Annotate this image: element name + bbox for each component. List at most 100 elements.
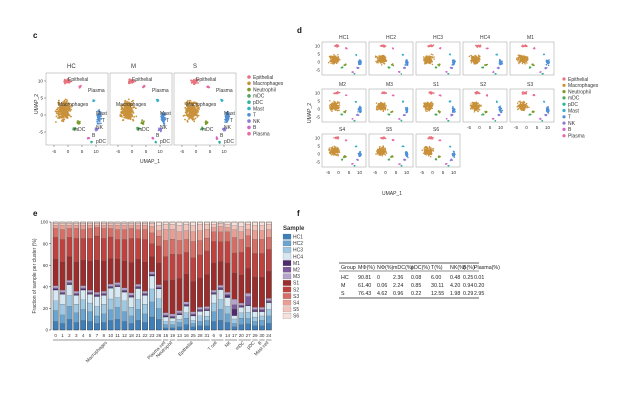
bar-segment-m1 bbox=[114, 285, 121, 287]
bar-segment-s4 bbox=[176, 231, 183, 241]
umap-point-neutrophil bbox=[205, 122, 208, 125]
umap-point-t bbox=[454, 60, 456, 62]
bar-segment-m3 bbox=[101, 291, 107, 294]
bar-segment-s1 bbox=[149, 256, 155, 272]
umap-point-macrophages bbox=[476, 108, 478, 110]
bar-segment-s4 bbox=[87, 225, 93, 229]
umap-point-t bbox=[162, 120, 164, 123]
bar-segment-m3 bbox=[197, 307, 203, 310]
bar-segment-s3 bbox=[217, 231, 224, 242]
bar-segment-s2 bbox=[176, 254, 183, 279]
umap-point-t bbox=[96, 114, 99, 116]
umap-point-b bbox=[86, 137, 89, 140]
umap-point-t bbox=[453, 154, 455, 157]
umap-point-macrophages bbox=[517, 54, 520, 57]
umap-point-macrophages bbox=[517, 58, 520, 60]
x-tick-label: 10 bbox=[357, 170, 363, 175]
bar-segment-s1 bbox=[142, 261, 148, 292]
umap-point-t bbox=[452, 110, 454, 112]
umap-point-t bbox=[452, 107, 454, 110]
umap-point-macrophages bbox=[425, 107, 428, 110]
y-tick-label: 10 bbox=[38, 79, 44, 84]
bar-segment-m2 bbox=[107, 286, 114, 288]
bar-segment-hc4 bbox=[217, 289, 224, 300]
bar-segment-hc1 bbox=[190, 326, 196, 331]
umap-point-macrophages bbox=[61, 110, 64, 112]
legend-label-mast: Mast bbox=[568, 108, 579, 114]
legend-label-epithelial: Epithelial bbox=[253, 75, 273, 81]
x-tick-label: 10 bbox=[404, 170, 410, 175]
umap-point-macrophages bbox=[332, 57, 334, 59]
bar-segment-m3 bbox=[162, 312, 169, 315]
umap-point-macrophages bbox=[328, 104, 331, 107]
umap-point-macrophages bbox=[55, 112, 58, 115]
umap-point-macrophages bbox=[135, 115, 138, 118]
bar-segment-s1 bbox=[162, 280, 169, 313]
umap-point-mdc bbox=[74, 128, 77, 131]
bar-segment-hc1 bbox=[169, 327, 176, 331]
umap-point-macrophages bbox=[385, 152, 388, 154]
umap-point-macrophages bbox=[130, 114, 132, 117]
bar-segment-m3 bbox=[217, 285, 224, 288]
bar-segment-s2 bbox=[204, 250, 210, 275]
umap-point-macrophages bbox=[127, 112, 130, 114]
panel-c-umap: HC M S EpithelialPlasmaMacrophagesMastTN… bbox=[34, 64, 284, 165]
umap-point-t bbox=[406, 64, 409, 67]
bar-segment-s1 bbox=[66, 256, 73, 281]
y-tick-label: 20 bbox=[43, 306, 49, 311]
bar-segment-s4 bbox=[224, 227, 231, 232]
umap-point-neutrophil bbox=[344, 63, 347, 65]
umap-point-macrophages bbox=[381, 106, 383, 109]
bar-segment-hc2 bbox=[94, 315, 100, 324]
umap-point-t bbox=[97, 110, 100, 113]
umap-point-macrophages bbox=[336, 109, 339, 112]
umap-point-macrophages bbox=[337, 107, 339, 109]
umap-point-mast bbox=[496, 53, 498, 56]
bar-segment-s4 bbox=[94, 225, 100, 228]
umap-point-macrophages bbox=[431, 107, 434, 110]
bar-segment-s4 bbox=[107, 225, 114, 229]
bar-segment-hc3 bbox=[149, 288, 155, 302]
x-tick-label: 0 bbox=[431, 170, 434, 175]
bar-segment-hc1 bbox=[121, 321, 128, 331]
umap-point-macrophages bbox=[432, 53, 434, 56]
umap-point-macrophages bbox=[384, 106, 387, 109]
bar-segment-m2 bbox=[252, 309, 258, 311]
bar-segment-hc2 bbox=[114, 307, 121, 320]
legend-label-mast: Mast bbox=[253, 106, 264, 112]
umap-point-pdc bbox=[447, 72, 449, 75]
x-tick-label: -5 bbox=[326, 170, 331, 175]
bar-segment-hc1 bbox=[142, 322, 148, 331]
bar-segment-s2 bbox=[245, 247, 251, 269]
bar-segment-m1 bbox=[59, 293, 66, 295]
bar-segment-s3 bbox=[231, 237, 238, 253]
panel-c-facet-1-frame bbox=[109, 72, 173, 146]
bar-segment-s5 bbox=[176, 225, 183, 232]
umap-point-plasma bbox=[533, 47, 536, 50]
facet-title-hc2: HC2 bbox=[386, 35, 396, 41]
x-tick-label: -5 bbox=[52, 149, 57, 154]
umap-point-pdc bbox=[400, 165, 403, 167]
bar-segment-s4 bbox=[59, 225, 66, 230]
umap-point-neutrophil bbox=[344, 155, 346, 157]
umap-point-macrophages bbox=[130, 104, 133, 107]
bar-segment-s3 bbox=[183, 239, 190, 253]
umap-point-macrophages bbox=[57, 110, 59, 113]
umap-point-macrophages bbox=[386, 109, 389, 111]
bar-segment-s6 bbox=[169, 221, 176, 225]
x-tick-label: 10 bbox=[498, 125, 504, 130]
bar-segment-s3 bbox=[114, 229, 121, 240]
bar-segment-hc4 bbox=[162, 316, 169, 322]
umap-point-macrophages bbox=[480, 105, 482, 107]
bar-segment-s3 bbox=[87, 228, 93, 239]
umap-point-macrophages bbox=[470, 60, 473, 62]
facet-title-s1: S1 bbox=[433, 82, 439, 88]
cluster-label: NK bbox=[224, 125, 232, 131]
umap-point-macrophages bbox=[428, 102, 430, 105]
facet-title-m3: M3 bbox=[386, 82, 393, 88]
umap-point-t bbox=[547, 62, 550, 65]
umap-point-nk bbox=[404, 159, 407, 161]
bar-segment-hc4 bbox=[156, 288, 162, 299]
umap-point-macrophages bbox=[193, 120, 196, 123]
umap-point-macrophages bbox=[477, 110, 479, 113]
